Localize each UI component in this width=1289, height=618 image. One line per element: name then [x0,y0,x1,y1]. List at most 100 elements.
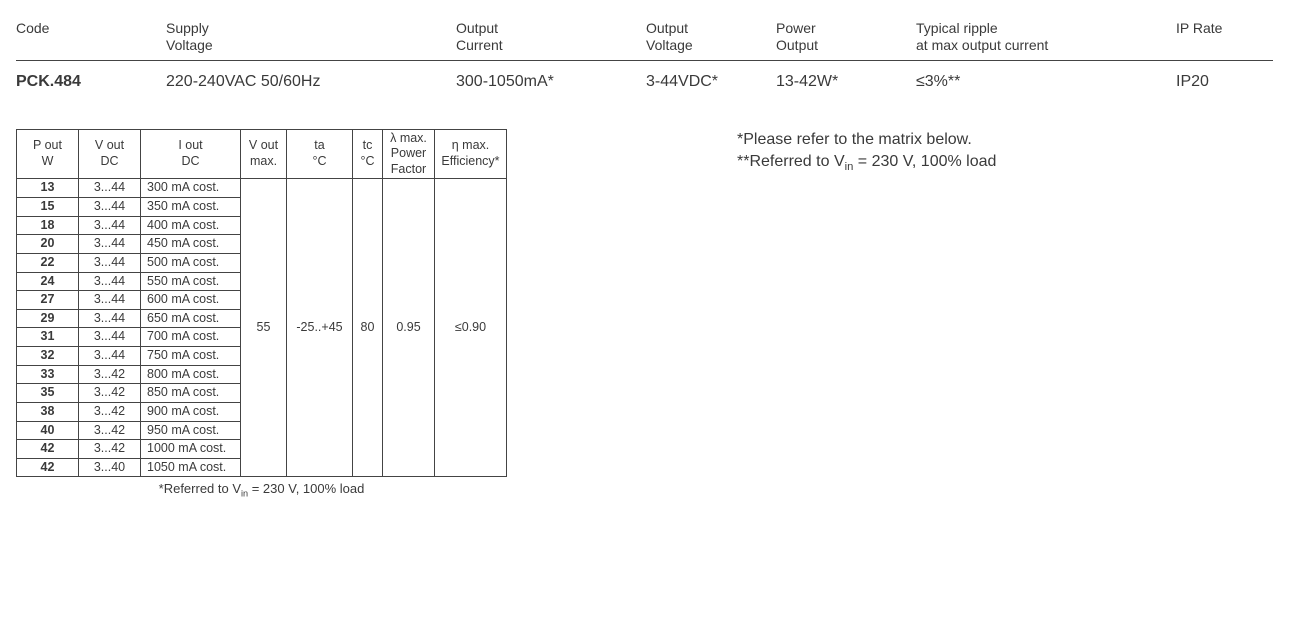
table-cell: 750 mA cost. [141,347,241,366]
table-cell: 35 [17,384,79,403]
header-power-l2: Output [776,37,818,53]
value-ip: IP20 [1176,73,1256,91]
table-cell: 15 [17,198,79,217]
header-current: Output Current [456,20,646,54]
col-vom: V out max. [241,129,287,179]
table-cell: 1000 mA cost. [141,440,241,459]
side-note-1: *Please refer to the matrix below. [737,129,996,151]
col-pf: λ max. Power Factor [383,129,435,179]
header-power-l1: Power [776,20,816,36]
table-cell: 29 [17,309,79,328]
table-cell: 550 mA cost. [141,272,241,291]
table-cell: 800 mA cost. [141,365,241,384]
table-cell: 27 [17,291,79,310]
value-current: 300-1050mA* [456,73,646,91]
col-pout-l1: P out [33,138,62,152]
col-idc-l2: DC [181,154,199,168]
table-cell-merged: ≤0.90 [435,179,507,477]
col-tc-l2: °C [360,154,374,168]
value-ripple: ≤3%** [916,73,1176,91]
table-cell: 900 mA cost. [141,402,241,421]
table-row: 133...44300 mA cost.55-25..+45800.95≤0.9… [17,179,507,198]
header-power: Power Output [776,20,916,54]
col-ta-l2: °C [312,154,326,168]
footnote-b: = 230 V, 100% load [248,481,364,496]
col-idc-l1: I out [178,138,202,152]
spec-value-row: PCK.484 220-240VAC 50/60Hz 300-1050mA* 3… [16,73,1273,121]
value-code: PCK.484 [16,73,166,91]
footnote-a: *Referred to V [159,481,241,496]
table-cell: 32 [17,347,79,366]
table-cell: 38 [17,402,79,421]
table-cell-merged: 80 [353,179,383,477]
table-cell: 650 mA cost. [141,309,241,328]
header-current-l1: Output [456,20,498,36]
col-pf-l2: Power [391,146,426,160]
table-cell: 500 mA cost. [141,253,241,272]
table-cell-merged: 0.95 [383,179,435,477]
side-note-2a: **Referred to V [737,153,845,170]
col-tc-l1: tc [363,138,373,152]
header-ripple-l1: Typical ripple [916,20,998,36]
header-voltage-l2: Voltage [646,37,693,53]
col-eff-l1: η max. [452,138,490,152]
table-cell: 3...44 [79,328,141,347]
table-cell: 3...44 [79,309,141,328]
table-cell: 3...42 [79,421,141,440]
col-idc: I out DC [141,129,241,179]
table-cell: 3...40 [79,458,141,477]
table-cell-merged: 55 [241,179,287,477]
col-ta-l1: ta [314,138,324,152]
table-cell: 31 [17,328,79,347]
table-cell: 450 mA cost. [141,235,241,254]
table-cell: 3...44 [79,272,141,291]
header-ripple: Typical ripple at max output current [916,20,1176,54]
table-cell: 13 [17,179,79,198]
header-supply: Supply Voltage [166,20,456,54]
table-cell: 24 [17,272,79,291]
col-vdc-l1: V out [95,138,124,152]
table-cell: 3...42 [79,440,141,459]
table-cell: 40 [17,421,79,440]
col-vom-l2: max. [250,154,277,168]
table-cell: 18 [17,216,79,235]
col-pout: P out W [17,129,79,179]
table-cell: 600 mA cost. [141,291,241,310]
table-cell: 3...42 [79,365,141,384]
table-cell: 3...44 [79,253,141,272]
header-voltage-l1: Output [646,20,688,36]
value-voltage: 3-44VDC* [646,73,776,91]
col-pf-l1: λ max. [390,131,427,145]
header-supply-l1: Supply [166,20,209,36]
header-ripple-l2: at max output current [916,37,1048,53]
table-cell: 3...44 [79,179,141,198]
side-notes: *Please refer to the matrix below. **Ref… [737,129,996,176]
matrix-wrap: P out W V out DC I out DC V out max. [16,129,507,499]
matrix-footnote: *Referred to Vin = 230 V, 100% load [16,481,507,499]
lower-area: P out W V out DC I out DC V out max. [16,129,1273,499]
value-power: 13-42W* [776,73,916,91]
table-cell: 3...44 [79,216,141,235]
value-supply: 220-240VAC 50/60Hz [166,73,456,91]
col-eff-l2: Efficiency* [441,154,499,168]
table-cell: 300 mA cost. [141,179,241,198]
table-cell: 950 mA cost. [141,421,241,440]
table-cell: 700 mA cost. [141,328,241,347]
table-cell-merged: -25..+45 [287,179,353,477]
col-eff: η max. Efficiency* [435,129,507,179]
table-cell: 3...44 [79,198,141,217]
col-ta: ta °C [287,129,353,179]
table-cell: 42 [17,440,79,459]
header-current-l2: Current [456,37,503,53]
matrix-table: P out W V out DC I out DC V out max. [16,129,507,478]
header-voltage: Output Voltage [646,20,776,54]
matrix-head-row: P out W V out DC I out DC V out max. [17,129,507,179]
table-cell: 350 mA cost. [141,198,241,217]
matrix-head: P out W V out DC I out DC V out max. [17,129,507,179]
spec-header-row: Code Supply Voltage Output Current Outpu… [16,20,1273,61]
table-cell: 400 mA cost. [141,216,241,235]
side-note-2b: = 230 V, 100% load [853,153,996,170]
table-cell: 1050 mA cost. [141,458,241,477]
col-tc: tc °C [353,129,383,179]
table-cell: 3...44 [79,291,141,310]
